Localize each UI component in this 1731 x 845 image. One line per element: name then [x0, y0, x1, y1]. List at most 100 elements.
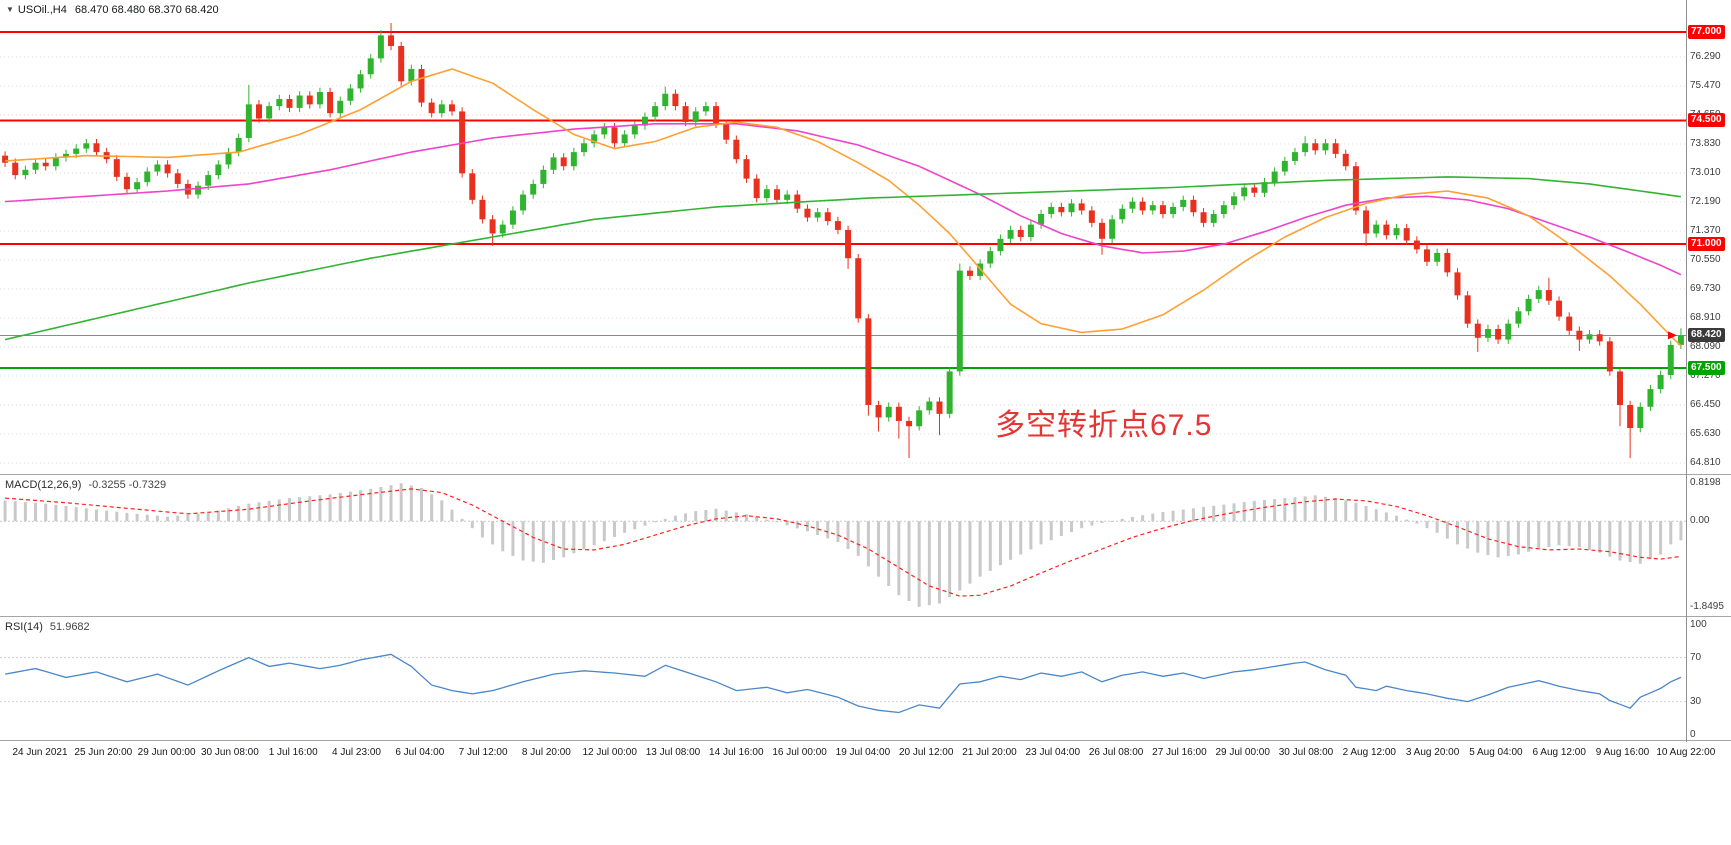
macd-histogram-bar: [1110, 520, 1114, 522]
panel-separator[interactable]: [0, 474, 1731, 475]
rsi-axis-tick: 100: [1690, 618, 1707, 630]
price-axis-tick: 68.910: [1690, 312, 1721, 323]
price-line-badge: 74.500: [1688, 113, 1725, 128]
candle: [347, 88, 354, 101]
candle: [895, 406, 902, 421]
macd-histogram-bar: [1506, 521, 1510, 556]
price-axis-tick: 71.370: [1690, 224, 1721, 236]
annotation-text[interactable]: 多空转折点67.5: [995, 409, 1213, 442]
candle: [1596, 334, 1603, 342]
time-axis[interactable]: 24 Jun 2021 25 Jun 20:00 29 Jun 00:00 30 Ju…: [0, 743, 1731, 765]
time-axis-label: 26 Jul 08:00: [1088, 747, 1144, 758]
macd-histogram-bar: [694, 511, 698, 522]
macd-histogram-bar: [155, 515, 159, 522]
macd-histogram-bar: [521, 521, 525, 561]
chart-menu-icon[interactable]: ▼: [6, 5, 14, 14]
price-line-badge: 67.500: [1688, 360, 1725, 375]
macd-label: MACD(12,26,9) -0.3255 -0.7329: [5, 479, 166, 491]
candle: [337, 100, 344, 114]
candle: [266, 106, 273, 119]
candle: [591, 134, 598, 144]
ma-magenta-line: [5, 123, 1682, 276]
rsi-value: 51.9682: [49, 621, 90, 633]
macd-histogram-bar: [1080, 521, 1084, 529]
candle: [1119, 208, 1126, 220]
macd-histogram-bar: [105, 510, 109, 522]
candle: [1505, 323, 1512, 340]
macd-histogram-bar: [1039, 521, 1043, 545]
macd-histogram-bar: [785, 521, 789, 526]
candle: [1261, 182, 1268, 193]
candle: [63, 153, 70, 158]
candle: [1129, 201, 1136, 209]
candle: [489, 219, 496, 234]
candle: [814, 212, 821, 218]
candle: [1363, 210, 1370, 234]
price-chart-canvas[interactable]: [0, 0, 1686, 474]
candle: [763, 189, 770, 199]
candle: [611, 127, 618, 144]
time-axis-label: 6 Jul 04:00: [395, 747, 445, 758]
ma-orange-line: [5, 68, 1682, 347]
time-axis-label: 5 Aug 04:00: [1469, 747, 1523, 758]
time-axis-label: 3 Aug 20:00: [1405, 747, 1460, 758]
macd-histogram-bar: [1496, 521, 1500, 558]
macd-histogram-bar: [795, 521, 799, 529]
price-axis[interactable]: 76.29075.47074.65073.83073.01072.19071.3…: [1688, 0, 1731, 474]
time-axis-label: 23 Jul 04:00: [1025, 747, 1081, 758]
macd-axis[interactable]: 0.8198 0.00 -1.8495: [1688, 475, 1731, 616]
candle: [1170, 206, 1177, 215]
candle: [134, 182, 141, 190]
candle: [235, 137, 242, 153]
candle: [713, 106, 720, 124]
macd-histogram-bar: [1527, 521, 1531, 552]
macd-histogram-bar: [186, 514, 190, 522]
macd-histogram-bar: [1618, 521, 1622, 561]
macd-signal-line: [5, 488, 1681, 597]
panel-separator[interactable]: [0, 616, 1731, 617]
macd-histogram-bar: [907, 521, 911, 601]
macd-histogram-bar: [1608, 521, 1612, 557]
candle: [154, 164, 161, 172]
candle: [1088, 210, 1095, 223]
current-price-arrow-icon: [1668, 331, 1677, 340]
time-axis-label: 30 Jul 08:00: [1278, 747, 1334, 758]
macd-histogram-bar: [267, 500, 271, 522]
macd-histogram-bar: [562, 521, 566, 558]
candle: [753, 178, 760, 199]
time-axis-label: 12 Jul 00:00: [582, 747, 637, 758]
rsi-canvas[interactable]: [0, 617, 1686, 740]
candle: [804, 208, 811, 218]
rsi-axis[interactable]: 100 70 30 0: [1688, 617, 1731, 740]
price-panel: ▼ USOil.,H4 68.470 68.480 68.370 68.420 多空…: [0, 0, 1731, 474]
candle: [662, 93, 669, 107]
macd-canvas[interactable]: [0, 475, 1686, 616]
candle: [936, 401, 943, 414]
macd-histogram-bar: [54, 504, 58, 522]
macd-histogram-bar: [1659, 521, 1663, 555]
candle: [824, 212, 831, 222]
macd-histogram-bar: [359, 490, 363, 522]
candle: [1576, 330, 1583, 340]
candle: [1078, 203, 1085, 211]
macd-histogram-bar: [318, 495, 322, 522]
macd-histogram-bar: [1557, 521, 1561, 546]
time-axis-label: 14 Jul 16:00: [709, 747, 764, 758]
macd-histogram-bar: [430, 494, 434, 522]
macd-histogram-bar: [1059, 521, 1063, 537]
macd-histogram-bar: [308, 496, 312, 522]
candle: [1566, 316, 1573, 331]
macd-histogram-bar: [877, 521, 881, 577]
macd-histogram-bar: [369, 488, 373, 522]
candle: [1383, 224, 1390, 236]
candle: [875, 405, 882, 418]
time-axis-label: 24 Jun 2021: [12, 747, 68, 758]
price-axis-tick: 68.090: [1690, 341, 1721, 352]
candle: [520, 194, 527, 211]
rsi-label: RSI(14) 51.9682: [5, 621, 90, 633]
candle: [398, 45, 405, 82]
panel-separator[interactable]: [0, 740, 1731, 741]
time-axis-label: 16 Jul 00:00: [772, 747, 827, 758]
macd-histogram-bar: [1293, 497, 1297, 522]
ma-green-line: [4, 176, 1682, 341]
